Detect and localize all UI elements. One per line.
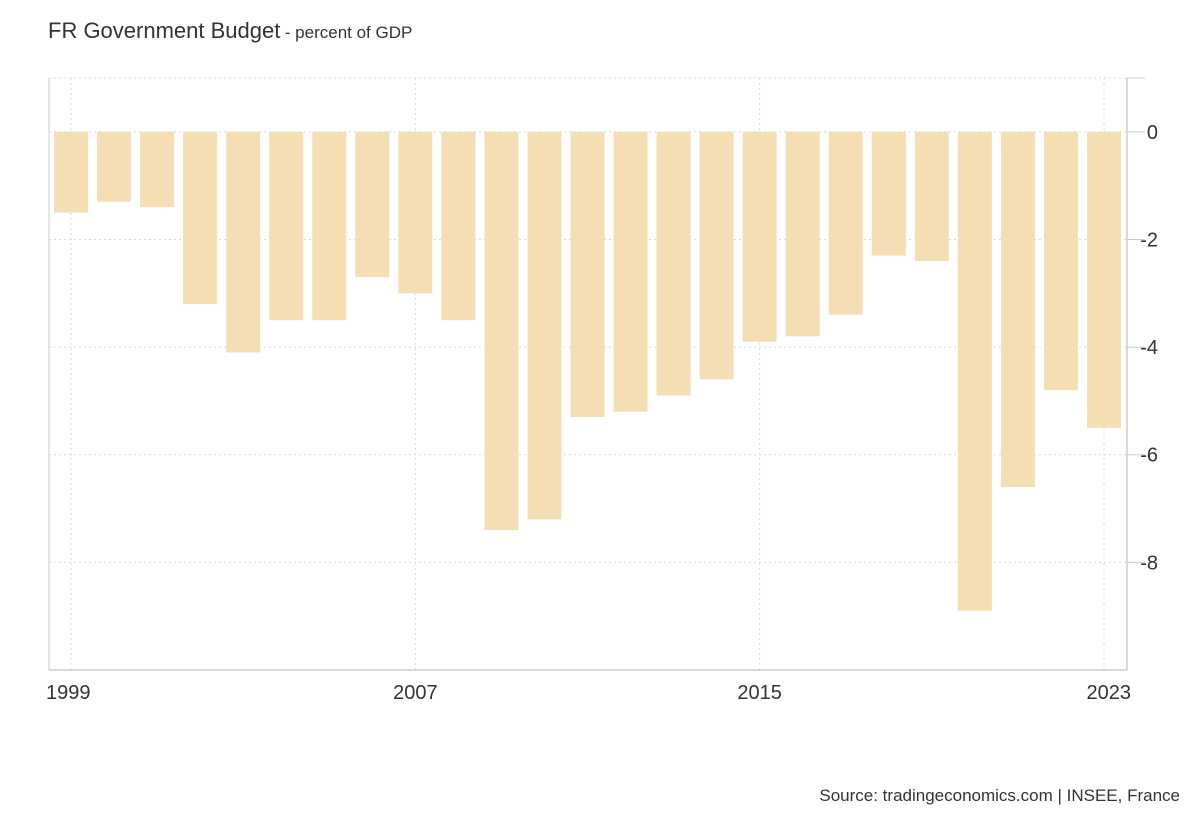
bar-2023 <box>1087 131 1121 428</box>
x-tick-label: 1999 <box>46 682 91 704</box>
y-tick-label: -8 <box>1140 552 1158 574</box>
bar-2021 <box>1000 131 1035 488</box>
x-tick-label: 2007 <box>393 682 438 704</box>
bar-2011 <box>570 131 605 418</box>
tick-labels: 0 -2 -4 -6 -8 1999 2007 2015 2023 <box>46 122 1158 704</box>
bar-2022 <box>1043 131 1078 391</box>
bar-1999 <box>54 131 88 213</box>
bar-2016 <box>785 131 820 337</box>
bar-2014 <box>699 131 734 380</box>
y-tick-label: -2 <box>1140 229 1158 251</box>
bar-2006 <box>355 131 390 278</box>
bar-2020 <box>957 131 992 611</box>
y-tick-label: -6 <box>1140 445 1158 467</box>
chart-title-main: FR Government Budget <box>48 18 281 43</box>
x-tick-label: 2015 <box>737 682 782 704</box>
bar-2007 <box>398 131 433 294</box>
bar-2015 <box>742 131 777 342</box>
chart-subtitle: - percent of GDP <box>284 23 413 42</box>
axes <box>48 77 1145 671</box>
bar-2002 <box>183 131 218 305</box>
bar-2004 <box>269 131 304 321</box>
bar-2019 <box>914 131 949 261</box>
bar-2012 <box>613 131 648 412</box>
bar-2017 <box>828 131 863 315</box>
y-tick-label: 0 <box>1147 122 1158 144</box>
bar-2009 <box>484 131 519 531</box>
bar-2018 <box>871 131 906 256</box>
bar-2003 <box>226 131 261 353</box>
bar-2000 <box>97 131 132 202</box>
bar-2013 <box>656 131 691 396</box>
x-tick-label: 2023 <box>1087 682 1132 704</box>
chart-title: FR Government Budget - percent of GDP <box>48 18 412 44</box>
bar-2010 <box>527 131 562 520</box>
y-tick-label: -4 <box>1140 337 1158 359</box>
bar-2001 <box>140 131 175 208</box>
source-note: Source: tradingeconomics.com | INSEE, Fr… <box>819 786 1180 805</box>
bar-2008 <box>441 131 476 321</box>
bar-2005 <box>312 131 347 321</box>
bars <box>54 131 1121 611</box>
